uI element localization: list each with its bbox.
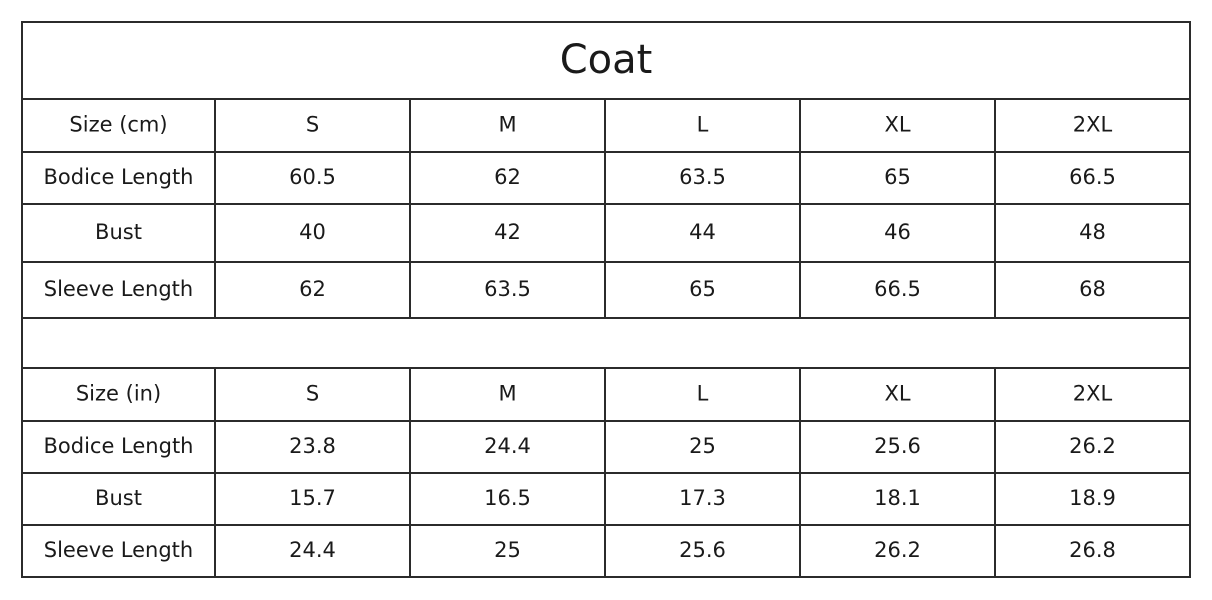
header-cell: L (697, 382, 709, 406)
cell-value: 66.5 (1069, 165, 1116, 189)
cell-value: 26.2 (1069, 434, 1116, 458)
header-cell: 2XL (1073, 382, 1113, 406)
cell-value: 26.2 (874, 538, 921, 562)
cell-value: 44 (689, 220, 716, 244)
cell-value: 65 (689, 277, 716, 301)
row-label: Sleeve Length (44, 277, 193, 301)
header-cell: XL (884, 113, 910, 137)
header-cell: S (306, 113, 319, 137)
cell-value: 25 (494, 538, 521, 562)
cell-value: 48 (1079, 220, 1106, 244)
header-cell: Size (cm) (69, 113, 167, 137)
cell-value: 24.4 (484, 434, 531, 458)
header-cell: XL (884, 382, 910, 406)
cell-value: 65 (884, 165, 911, 189)
header-cell: M (498, 113, 516, 137)
cell-value: 18.9 (1069, 486, 1116, 510)
cell-value: 68 (1079, 277, 1106, 301)
cell-value: 16.5 (484, 486, 531, 510)
header-cell: S (306, 382, 319, 406)
header-cell: M (498, 382, 516, 406)
cell-value: 62 (299, 277, 326, 301)
cell-value: 24.4 (289, 538, 336, 562)
cell-value: 15.7 (289, 486, 336, 510)
row-label: Bust (95, 220, 142, 244)
row-label: Bodice Length (44, 434, 194, 458)
cell-value: 25 (689, 434, 716, 458)
cell-value: 62 (494, 165, 521, 189)
cell-value: 40 (299, 220, 326, 244)
cell-value: 63.5 (484, 277, 531, 301)
cell-value: 66.5 (874, 277, 921, 301)
cell-value: 60.5 (289, 165, 336, 189)
cell-value: 18.1 (874, 486, 921, 510)
table-title: Coat (560, 37, 653, 83)
header-cell: 2XL (1073, 113, 1113, 137)
row-label: Bust (95, 486, 142, 510)
row-label: Sleeve Length (44, 538, 193, 562)
cell-value: 26.8 (1069, 538, 1116, 562)
header-cell: Size (in) (76, 382, 161, 406)
cell-value: 25.6 (874, 434, 921, 458)
row-label: Bodice Length (44, 165, 194, 189)
header-cell: L (697, 113, 709, 137)
cell-value: 46 (884, 220, 911, 244)
cell-value: 23.8 (289, 434, 336, 458)
cell-value: 42 (494, 220, 521, 244)
cell-value: 63.5 (679, 165, 726, 189)
cell-value: 17.3 (679, 486, 726, 510)
cell-value: 25.6 (679, 538, 726, 562)
